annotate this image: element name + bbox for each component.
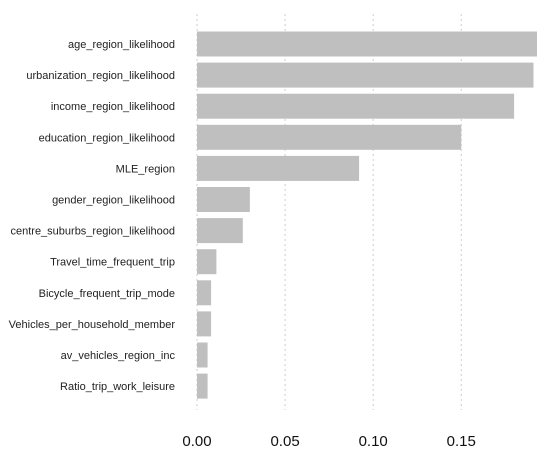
category-label: Ratio_trip_work_leisure <box>60 381 175 393</box>
category-label: Travel_time_frequent_trip <box>50 257 175 269</box>
x-tick-label: 0.05 <box>270 433 299 450</box>
bar <box>197 249 217 275</box>
category-label: centre_suburbs_region_likelihood <box>10 226 175 238</box>
category-label: av_vehicles_region_inc <box>61 350 176 362</box>
category-label: MLE_region <box>116 163 175 175</box>
bar <box>197 124 462 150</box>
x-axis-tick-labels: 0.00 0.05 0.10 0.15 <box>182 433 475 450</box>
x-tick-label: 0.00 <box>182 433 211 450</box>
bar <box>197 342 208 368</box>
x-tick-label: 0.10 <box>359 433 388 450</box>
category-label: Bicycle_frequent_trip_mode <box>39 288 175 300</box>
bar <box>197 31 537 57</box>
bar <box>197 373 208 399</box>
category-label: income_region_likelihood <box>51 101 175 113</box>
bar <box>197 155 360 181</box>
category-label: age_region_likelihood <box>68 39 175 51</box>
category-labels: age_region_likelihood urbanization_region… <box>9 39 176 393</box>
category-label: education_region_likelihood <box>39 132 175 144</box>
bars <box>197 31 537 399</box>
category-label: gender_region_likelihood <box>52 195 175 207</box>
bar <box>197 218 243 244</box>
bar <box>197 280 212 306</box>
bar <box>197 311 212 337</box>
bar <box>197 62 534 88</box>
x-tick-label: 0.15 <box>447 433 476 450</box>
bar <box>197 187 250 212</box>
category-label: urbanization_region_likelihood <box>26 70 175 82</box>
bar <box>197 93 515 119</box>
category-label: Vehicles_per_household_member <box>9 319 176 331</box>
